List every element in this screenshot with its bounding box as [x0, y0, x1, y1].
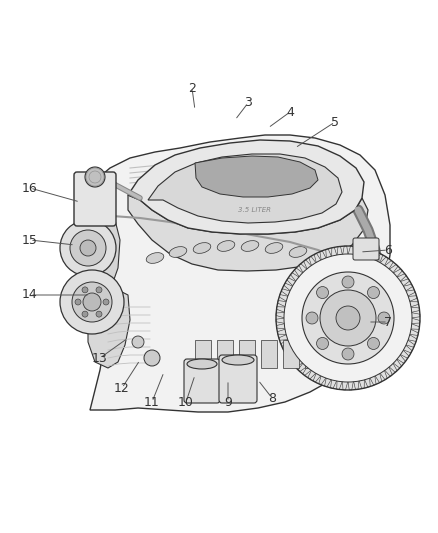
Text: 16: 16 [22, 182, 38, 195]
Text: 13: 13 [92, 351, 108, 365]
Circle shape [132, 336, 144, 348]
Circle shape [144, 350, 160, 366]
Circle shape [70, 230, 106, 266]
Polygon shape [195, 156, 318, 197]
Circle shape [80, 240, 96, 256]
Circle shape [306, 312, 318, 324]
Circle shape [96, 287, 102, 293]
Circle shape [342, 348, 354, 360]
Text: 8: 8 [268, 392, 276, 405]
Text: 3.5 LITER: 3.5 LITER [239, 207, 272, 213]
Text: 9: 9 [224, 395, 232, 408]
Bar [261, 340, 277, 368]
Circle shape [276, 246, 420, 390]
Circle shape [96, 311, 102, 317]
Text: 3: 3 [244, 96, 252, 109]
Polygon shape [88, 290, 130, 368]
Ellipse shape [265, 243, 283, 253]
Text: 14: 14 [22, 288, 38, 302]
Circle shape [103, 299, 109, 305]
Text: 15: 15 [22, 233, 38, 246]
FancyBboxPatch shape [219, 355, 257, 403]
Circle shape [284, 254, 412, 382]
FancyBboxPatch shape [353, 238, 379, 260]
Circle shape [320, 290, 376, 346]
Text: 5: 5 [331, 116, 339, 128]
Polygon shape [80, 135, 390, 412]
Circle shape [367, 337, 379, 350]
Ellipse shape [193, 243, 211, 253]
Circle shape [60, 220, 116, 276]
Text: 12: 12 [114, 382, 130, 394]
Circle shape [367, 287, 379, 298]
Text: 4: 4 [286, 106, 294, 118]
Bar [305, 340, 321, 368]
Ellipse shape [187, 359, 217, 369]
Text: 7: 7 [384, 316, 392, 328]
Polygon shape [78, 215, 120, 290]
Text: 11: 11 [144, 395, 160, 408]
Circle shape [82, 287, 88, 293]
Circle shape [83, 293, 101, 311]
Ellipse shape [289, 247, 307, 257]
FancyBboxPatch shape [74, 172, 116, 226]
Ellipse shape [146, 253, 164, 263]
Circle shape [317, 337, 328, 350]
Circle shape [85, 167, 105, 187]
Bar [239, 340, 255, 368]
Circle shape [378, 312, 390, 324]
Circle shape [60, 270, 124, 334]
Circle shape [72, 282, 112, 322]
Text: 2: 2 [188, 82, 196, 94]
Polygon shape [148, 154, 342, 223]
Circle shape [302, 272, 394, 364]
Circle shape [82, 311, 88, 317]
Text: 10: 10 [178, 395, 194, 408]
Circle shape [75, 299, 81, 305]
Ellipse shape [241, 240, 259, 252]
Polygon shape [128, 195, 368, 271]
Bar [195, 340, 211, 368]
Circle shape [342, 276, 354, 288]
FancyBboxPatch shape [184, 359, 220, 403]
Ellipse shape [222, 355, 254, 365]
Ellipse shape [169, 247, 187, 257]
Ellipse shape [217, 240, 235, 252]
Circle shape [317, 287, 328, 298]
Bar [217, 340, 233, 368]
Polygon shape [128, 140, 364, 234]
Circle shape [336, 306, 360, 330]
Text: 6: 6 [384, 244, 392, 256]
Ellipse shape [311, 253, 329, 263]
Bar [283, 340, 299, 368]
